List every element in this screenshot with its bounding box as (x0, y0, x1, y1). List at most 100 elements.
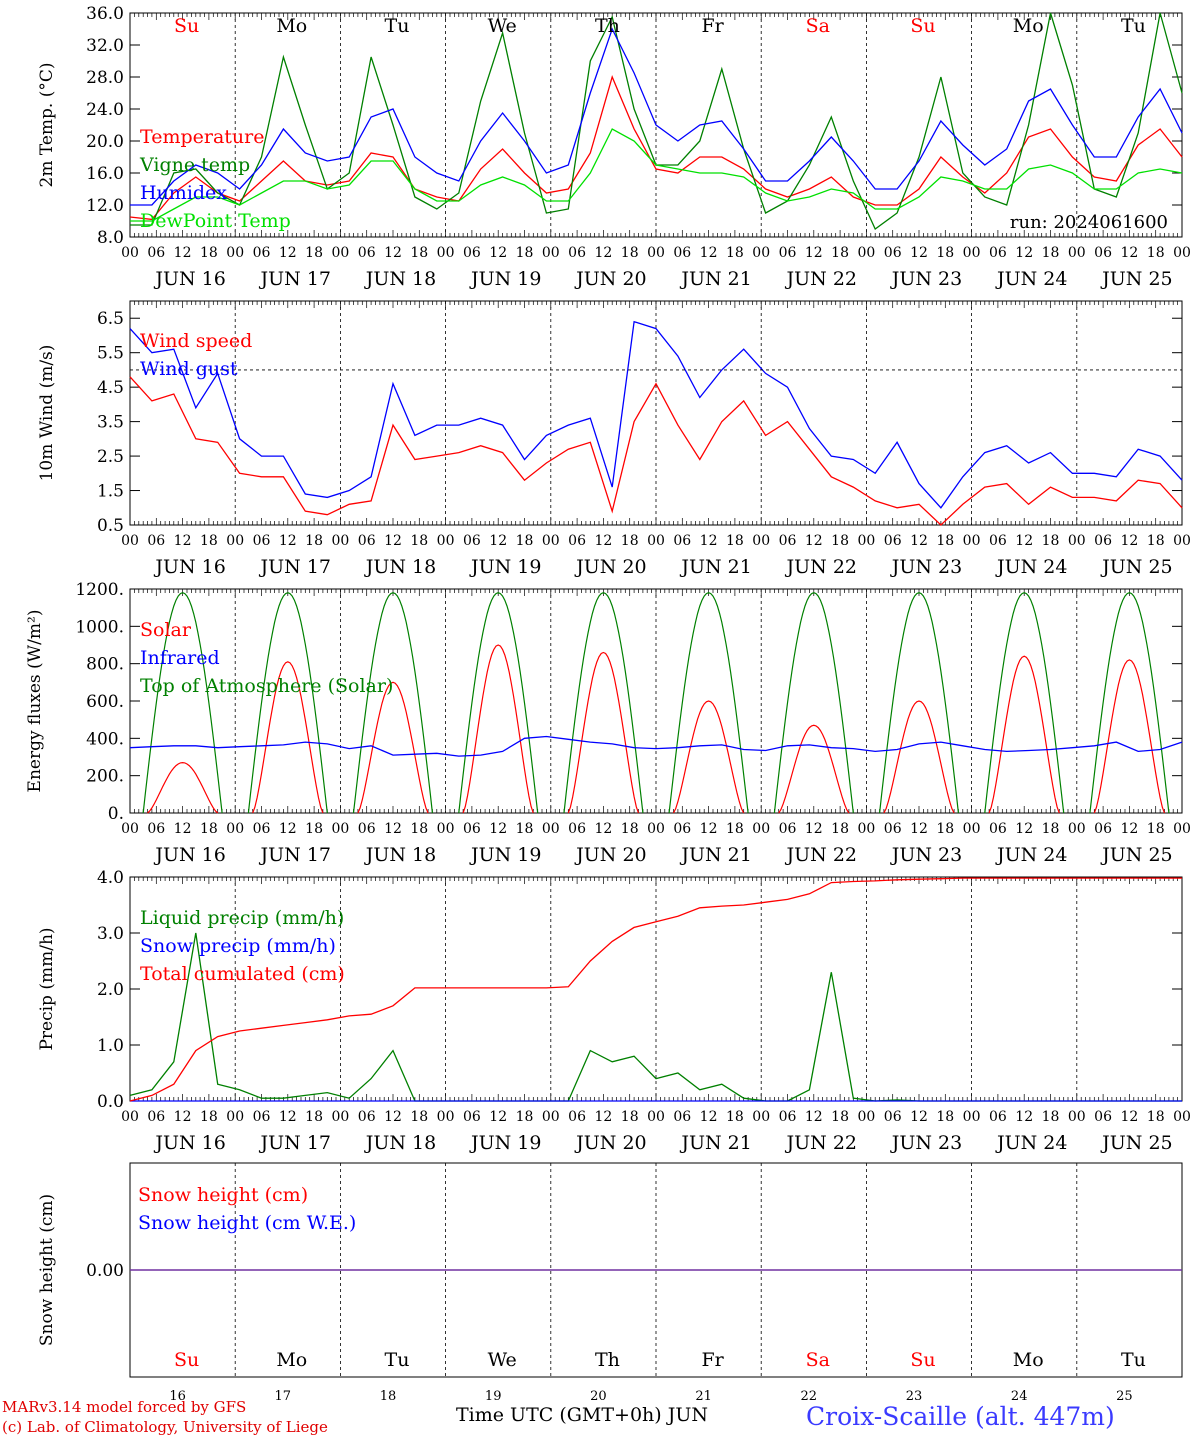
hour-tick-label: 06 (779, 1109, 797, 1125)
hour-tick-label: 12 (700, 533, 718, 549)
hour-tick-label: 12 (279, 1109, 297, 1125)
y-axis-title: Snow height (cm) (37, 1194, 57, 1346)
y-axis-title: Precip (mm/h) (37, 927, 57, 1050)
hour-tick-label: 00 (331, 533, 349, 549)
hour-tick-label: 18 (516, 821, 534, 837)
hour-tick-label: 12 (489, 245, 507, 261)
hour-tick-label: 06 (779, 821, 797, 837)
series-line-top-of-atmosphere (142, 592, 1170, 814)
weekday-label-bottom: We (488, 1349, 517, 1371)
hour-tick-label: 12 (910, 533, 928, 549)
date-label: JUN 25 (1100, 1132, 1172, 1154)
date-label: JUN 22 (785, 268, 857, 290)
hour-tick-label: 00 (121, 821, 139, 837)
y-tick-label: 2.0 (97, 980, 124, 1000)
hour-tick-label: 18 (1147, 821, 1165, 837)
weekday-label-bottom: Su (174, 1349, 199, 1371)
date-label: JUN 19 (469, 556, 541, 578)
legend-entry: Wind gust (140, 358, 238, 380)
hour-tick-label: 12 (384, 533, 402, 549)
hour-tick-label: 00 (1173, 533, 1191, 549)
hour-tick-label: 00 (1173, 1109, 1191, 1125)
hour-tick-label: 06 (1094, 533, 1112, 549)
y-tick-label: 0.0 (97, 1092, 124, 1112)
hour-tick-label: 00 (1068, 533, 1086, 549)
hour-tick-label: 18 (305, 245, 323, 261)
hour-tick-label: 12 (174, 821, 192, 837)
day-number-label: 24 (1011, 1389, 1028, 1404)
hour-tick-label: 00 (226, 533, 244, 549)
weekday-label-top: Tu (1121, 15, 1146, 37)
panel-4: 0.0 1.0 2.0 3.0 4.0 Precip (mm/h) 00 06 12 18 JUN … (37, 868, 1191, 1154)
hour-tick-label: 00 (542, 533, 560, 549)
hour-tick-label: 06 (779, 245, 797, 261)
hour-tick-label: 18 (726, 245, 744, 261)
series-line-total-cumulated-cm- (129, 877, 1182, 1102)
hour-tick-label: 12 (1120, 245, 1138, 261)
date-label: JUN 20 (574, 268, 646, 290)
series-line-dewpoint-temp (130, 128, 1183, 222)
date-label: JUN 22 (785, 844, 857, 866)
hour-tick-label: 06 (568, 1109, 586, 1125)
hour-tick-label: 18 (305, 1109, 323, 1125)
hour-tick-label: 18 (410, 533, 428, 549)
y-tick-label: 3.0 (97, 924, 124, 944)
legend-entry: Total cumulated (cm) (140, 963, 345, 985)
hour-tick-label: 12 (384, 821, 402, 837)
hour-tick-label: 18 (831, 245, 849, 261)
hour-tick-label: 06 (568, 533, 586, 549)
legend-entry: Temperature (140, 126, 264, 148)
date-label: JUN 25 (1100, 268, 1172, 290)
weekday-label-bottom: Mo (276, 1349, 307, 1371)
hour-tick-label: 12 (174, 245, 192, 261)
hour-tick-label: 12 (489, 533, 507, 549)
date-label: JUN 18 (364, 556, 436, 578)
y-tick-label: 8.0 (97, 228, 124, 248)
date-label: JUN 24 (995, 268, 1067, 290)
series-line-humidex (130, 27, 1183, 206)
weekday-label-top: Su (910, 15, 935, 37)
hour-tick-label: 06 (884, 1109, 902, 1125)
weekday-label-top: Th (595, 15, 620, 37)
y-tick-label: 1200. (75, 580, 124, 600)
y-tick-label: 200. (86, 767, 124, 787)
y-tick-label: 28.0 (86, 68, 124, 88)
hour-tick-label: 12 (1015, 821, 1033, 837)
hour-tick-label: 06 (253, 821, 271, 837)
hour-tick-label: 12 (910, 1109, 928, 1125)
hour-tick-label: 18 (410, 1109, 428, 1125)
hour-tick-label: 18 (516, 245, 534, 261)
hour-tick-label: 00 (857, 1109, 875, 1125)
hour-tick-label: 00 (226, 245, 244, 261)
model-credit-line1: MARv3.14 model forced by GFS (2, 1398, 247, 1416)
hour-tick-label: 00 (331, 245, 349, 261)
run-label: run: 2024061600 (1010, 212, 1168, 233)
date-label: JUN 16 (153, 268, 225, 290)
series-line-solar (147, 644, 1166, 814)
day-number-label: 21 (695, 1389, 712, 1404)
hour-tick-label: 18 (831, 533, 849, 549)
hour-tick-label: 00 (437, 245, 455, 261)
hour-tick-label: 06 (1094, 821, 1112, 837)
hour-tick-label: 06 (673, 821, 691, 837)
hour-tick-label: 06 (884, 821, 902, 837)
legend-entry: Snow height (cm W.E.) (138, 1212, 356, 1234)
hour-tick-label: 00 (752, 533, 770, 549)
hour-ticks (129, 877, 1183, 1101)
x-axis-title: Time UTC (GMT+0h) JUN (456, 1404, 708, 1426)
legend-entry: Infrared (140, 647, 220, 669)
y-tick-label: 2.5 (97, 447, 124, 467)
hour-tick-label: 00 (647, 533, 665, 549)
date-label: JUN 23 (890, 556, 962, 578)
day-number-label: 18 (380, 1389, 397, 1404)
hour-tick-label: 18 (200, 245, 218, 261)
date-label: JUN 18 (364, 1132, 436, 1154)
date-label: JUN 22 (785, 1132, 857, 1154)
plot-frame (129, 300, 1183, 526)
hour-tick-label: 12 (279, 533, 297, 549)
station-name: Croix-Scaille (alt. 447m) (806, 1402, 1115, 1431)
hour-tick-label: 18 (621, 533, 639, 549)
plot-frame (129, 588, 1183, 814)
hour-tick-label: 12 (489, 821, 507, 837)
hour-tick-label: 06 (463, 245, 481, 261)
